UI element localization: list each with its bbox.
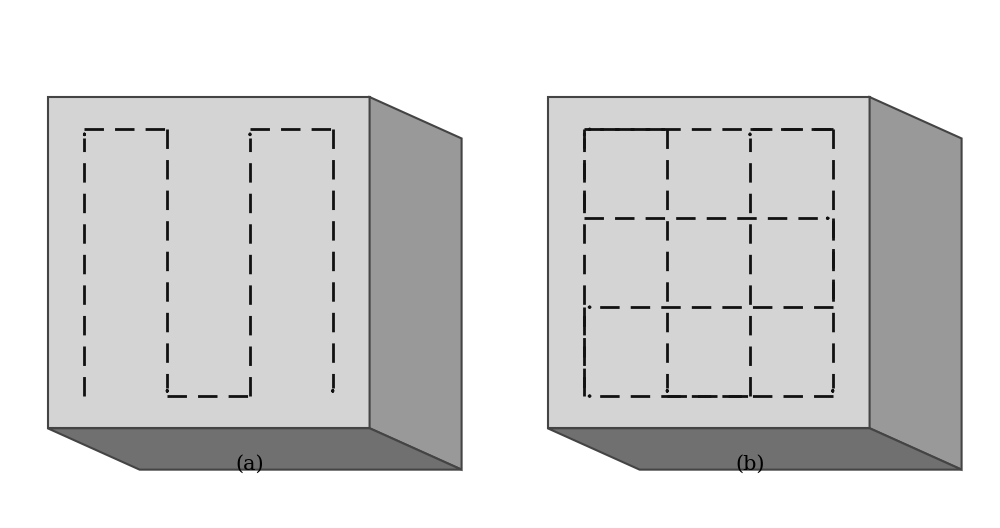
Text: (a): (a) bbox=[236, 455, 264, 474]
Polygon shape bbox=[370, 97, 462, 469]
Polygon shape bbox=[48, 428, 462, 469]
Polygon shape bbox=[48, 97, 370, 428]
Polygon shape bbox=[548, 97, 870, 428]
Text: (b): (b) bbox=[735, 455, 765, 474]
Polygon shape bbox=[548, 428, 962, 469]
Polygon shape bbox=[870, 97, 962, 469]
